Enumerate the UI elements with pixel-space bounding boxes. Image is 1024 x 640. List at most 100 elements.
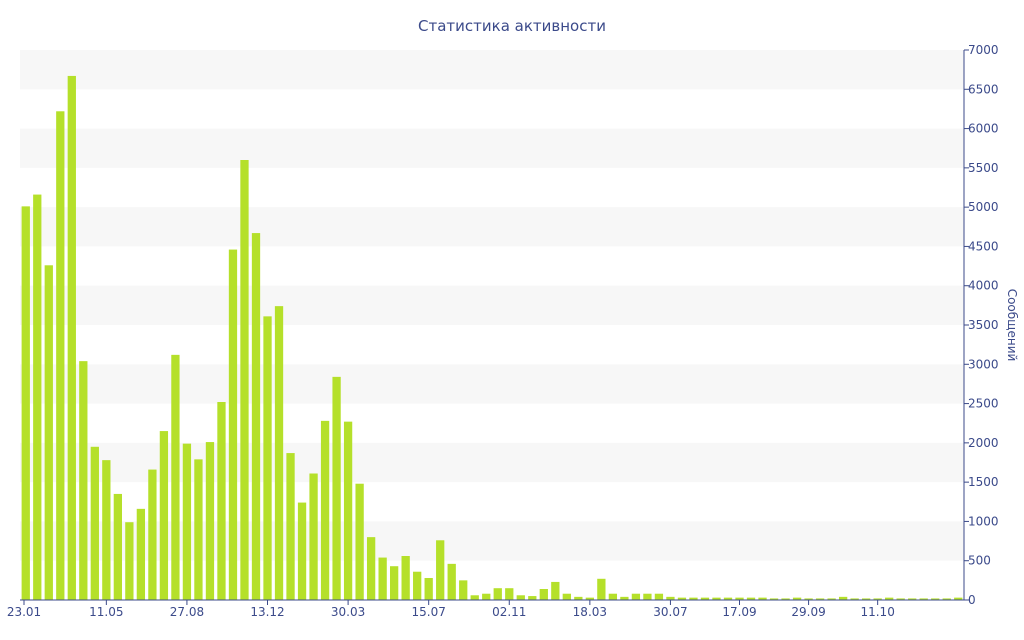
x-tick-label: 30.07 bbox=[653, 605, 687, 619]
bar[interactable] bbox=[850, 598, 859, 600]
bar[interactable] bbox=[896, 598, 905, 600]
bar[interactable] bbox=[79, 361, 88, 600]
bar[interactable] bbox=[931, 598, 940, 600]
bar[interactable] bbox=[44, 265, 53, 600]
bar[interactable] bbox=[516, 595, 525, 600]
bar[interactable] bbox=[562, 593, 571, 600]
bar[interactable] bbox=[470, 595, 479, 600]
bar[interactable] bbox=[67, 75, 76, 601]
bar[interactable] bbox=[954, 597, 963, 600]
grid-band bbox=[20, 285, 964, 325]
bar[interactable] bbox=[539, 589, 548, 600]
bar[interactable] bbox=[827, 598, 836, 600]
bar[interactable] bbox=[309, 473, 318, 601]
bar[interactable] bbox=[332, 376, 341, 600]
bar[interactable] bbox=[666, 596, 675, 600]
bar[interactable] bbox=[942, 598, 951, 600]
bar[interactable] bbox=[493, 588, 502, 600]
bar[interactable] bbox=[171, 354, 180, 600]
bar[interactable] bbox=[459, 580, 468, 600]
bar[interactable] bbox=[862, 598, 871, 600]
bar[interactable] bbox=[654, 593, 664, 600]
bar[interactable] bbox=[815, 598, 825, 600]
y-tick-label: 6000 bbox=[968, 122, 999, 136]
bar[interactable] bbox=[21, 206, 30, 601]
bar[interactable] bbox=[33, 194, 42, 600]
x-tick-label: 13.12 bbox=[250, 605, 284, 619]
bar[interactable] bbox=[758, 597, 767, 600]
y-tick-label: 4000 bbox=[968, 279, 999, 293]
bar[interactable] bbox=[643, 593, 652, 600]
bar[interactable] bbox=[608, 593, 618, 600]
bar[interactable] bbox=[677, 597, 687, 600]
y-tick-label: 6500 bbox=[968, 82, 999, 96]
bar[interactable] bbox=[424, 578, 433, 600]
bar[interactable] bbox=[343, 421, 353, 600]
bar[interactable] bbox=[746, 597, 756, 600]
bar[interactable] bbox=[148, 469, 157, 600]
bar[interactable] bbox=[908, 598, 917, 600]
y-tick-label: 5000 bbox=[968, 200, 999, 214]
bar[interactable] bbox=[286, 453, 295, 600]
bar[interactable] bbox=[240, 160, 249, 600]
bar[interactable] bbox=[769, 598, 779, 600]
bar[interactable] bbox=[436, 540, 445, 600]
bar[interactable] bbox=[447, 563, 456, 600]
y-tick-label: 1000 bbox=[968, 514, 999, 528]
bar[interactable] bbox=[482, 593, 491, 600]
bar[interactable] bbox=[919, 598, 928, 600]
bar[interactable] bbox=[689, 597, 698, 600]
bar[interactable] bbox=[390, 566, 399, 600]
bar[interactable] bbox=[873, 598, 882, 600]
bar[interactable] bbox=[413, 571, 422, 600]
bar[interactable] bbox=[792, 597, 802, 600]
x-tick-label: 02.11 bbox=[492, 605, 526, 619]
bar[interactable] bbox=[378, 557, 387, 600]
bar[interactable] bbox=[56, 111, 65, 600]
bar[interactable] bbox=[700, 597, 710, 600]
bar[interactable] bbox=[320, 420, 330, 600]
bar[interactable] bbox=[113, 493, 122, 600]
bar[interactable] bbox=[585, 597, 594, 600]
bar[interactable] bbox=[551, 581, 560, 600]
x-tick-label: 23.01 bbox=[7, 605, 41, 619]
y-tick-label: 2000 bbox=[968, 436, 999, 450]
bar[interactable] bbox=[194, 459, 203, 600]
bar[interactable] bbox=[838, 596, 848, 600]
bar[interactable] bbox=[366, 537, 376, 600]
chart-title: Статистика активности bbox=[418, 17, 606, 35]
bar[interactable] bbox=[205, 442, 215, 600]
bar[interactable] bbox=[297, 502, 307, 600]
bar[interactable] bbox=[597, 578, 606, 600]
bar[interactable] bbox=[263, 316, 272, 600]
bar[interactable] bbox=[228, 249, 238, 600]
bar[interactable] bbox=[781, 598, 790, 600]
bar[interactable] bbox=[182, 443, 192, 600]
bar[interactable] bbox=[217, 402, 226, 600]
bar[interactable] bbox=[528, 596, 537, 600]
bar[interactable] bbox=[90, 446, 99, 600]
x-tick-label: 30.03 bbox=[331, 605, 365, 619]
x-tick-label: 18.03 bbox=[573, 605, 607, 619]
bar[interactable] bbox=[136, 508, 146, 600]
bar[interactable] bbox=[355, 483, 364, 600]
bar[interactable] bbox=[125, 522, 134, 600]
bar[interactable] bbox=[804, 598, 813, 600]
bar[interactable] bbox=[159, 431, 169, 600]
y-tick-label: 2500 bbox=[968, 397, 999, 411]
bar[interactable] bbox=[401, 556, 410, 600]
bars bbox=[21, 75, 963, 601]
bar[interactable] bbox=[631, 593, 641, 600]
bar[interactable] bbox=[885, 597, 894, 600]
bar[interactable] bbox=[251, 233, 261, 600]
bar[interactable] bbox=[723, 597, 733, 600]
bar[interactable] bbox=[102, 460, 111, 600]
bar[interactable] bbox=[712, 597, 721, 600]
bar[interactable] bbox=[274, 306, 284, 600]
bar[interactable] bbox=[574, 596, 583, 600]
bar[interactable] bbox=[620, 596, 629, 600]
bar[interactable] bbox=[735, 597, 744, 600]
y-tick-label: 3500 bbox=[968, 318, 999, 332]
bar[interactable] bbox=[505, 588, 514, 600]
